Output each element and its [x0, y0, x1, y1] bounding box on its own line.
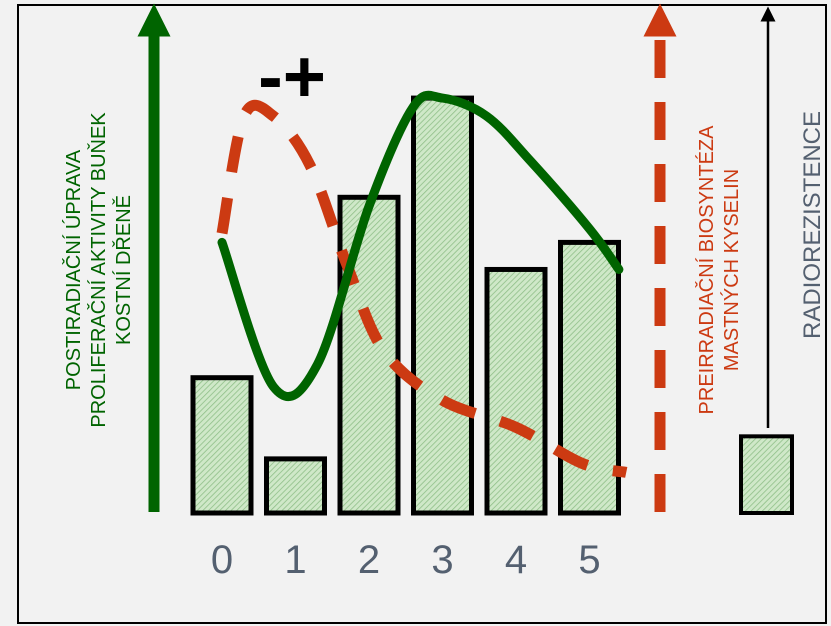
bar-5 — [558, 239, 621, 516]
radioresistence-bar — [739, 434, 794, 515]
bar-4 — [484, 266, 548, 516]
red-dashed-curve — [216, 99, 628, 478]
green-axis-label-line-1: POSTIRADIAČNÍ ÚPRAVA — [62, 149, 85, 390]
green-curve — [217, 90, 624, 401]
x-tick-5: 5 — [578, 538, 600, 582]
bar-3 — [411, 95, 474, 516]
sign-symbols: -+ — [258, 35, 326, 118]
green-axis-label-line-2: PROLIFERAČNÍ AKTIVITY BUŇEK — [87, 112, 110, 428]
red-axis-label-line-2: MASTNÝCH KYSELIN — [720, 169, 743, 371]
black-axis-label: RADIOREZISTENCE — [799, 111, 826, 339]
green-axis-label-line-3: KOSTNÍ DŘENĚ — [112, 195, 135, 345]
x-tick-1: 1 — [284, 538, 306, 582]
red-axis-label-line-1: PREIRRADIAČNÍ BIOSYNTÉZA — [695, 125, 718, 415]
bar-2 — [337, 194, 401, 516]
x-tick-2: 2 — [358, 538, 380, 582]
x-tick-4: 4 — [505, 538, 527, 582]
bar-1 — [264, 456, 327, 516]
x-tick-0: 0 — [211, 538, 233, 582]
x-tick-3: 3 — [431, 538, 453, 582]
bar-0 — [190, 375, 254, 516]
